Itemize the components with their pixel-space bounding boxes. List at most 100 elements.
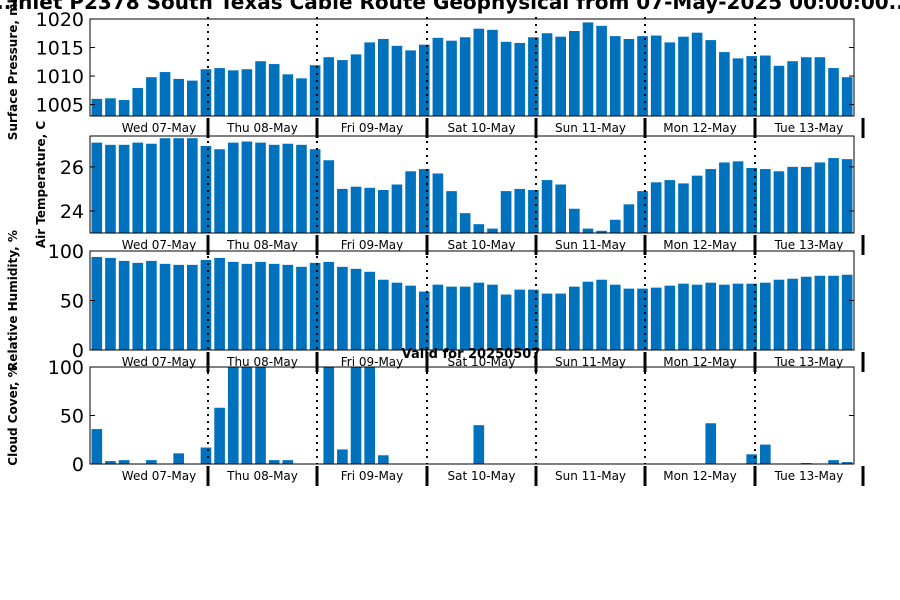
data-bar	[487, 228, 498, 233]
data-bar	[391, 184, 403, 233]
data-bar	[678, 283, 689, 350]
data-bar	[841, 274, 853, 350]
data-bar	[473, 224, 485, 233]
data-bar	[118, 100, 130, 116]
data-bar	[227, 261, 239, 350]
data-bar	[814, 162, 826, 233]
data-bar	[555, 293, 566, 350]
data-bar	[719, 162, 730, 233]
data-bar	[241, 141, 253, 233]
data-bar	[187, 80, 198, 116]
y-tick-label: 50	[60, 291, 84, 313]
day-label: Fri 09-May	[341, 121, 404, 135]
data-bar	[500, 191, 512, 233]
data-bar	[146, 143, 157, 233]
panel-1: 1005 1010 1015 1020 Wed 07-May Thu 08-May Fri …	[6, 0, 865, 140]
data-bar	[227, 367, 239, 464]
day-label: Thu 08-May	[226, 121, 298, 135]
y-tick-label: 0	[72, 340, 84, 362]
data-bar	[732, 283, 744, 350]
data-bar	[841, 159, 853, 233]
data-bar	[473, 28, 485, 117]
data-bar	[418, 291, 430, 350]
y-tick-label: 1010	[36, 66, 84, 88]
data-bar	[623, 288, 635, 350]
data-bar	[241, 367, 253, 464]
data-bar	[227, 142, 239, 233]
day-label: Fri 09-May	[341, 469, 404, 483]
day-label: Tue 13-May	[774, 238, 844, 252]
data-bar	[787, 61, 798, 116]
data-bar	[650, 287, 662, 350]
day-label: Sat 10-May	[448, 238, 516, 252]
data-bar	[705, 169, 717, 233]
data-bar	[159, 263, 171, 350]
data-bar	[323, 367, 335, 464]
day-label: Mon 12-May	[663, 238, 737, 252]
data-bar	[309, 262, 321, 350]
data-bar	[637, 191, 648, 233]
data-bar	[200, 145, 212, 233]
data-bar	[487, 284, 498, 350]
data-bar	[282, 460, 294, 464]
y-tick-label: 1015	[36, 38, 84, 60]
data-bar	[582, 281, 594, 350]
data-bar	[719, 52, 730, 116]
data-bar	[146, 260, 157, 350]
data-bar	[350, 54, 362, 116]
y-tick-label: 50	[60, 406, 84, 428]
data-bar	[432, 284, 444, 350]
data-bar	[146, 460, 157, 464]
y-axis-label: Surface Pressure, mb	[6, 0, 20, 140]
day-label: Fri 09-May	[341, 238, 404, 252]
data-bar	[405, 50, 416, 116]
data-bar	[841, 77, 853, 116]
data-bar	[296, 144, 307, 233]
y-axis-label: Air Temperature, C	[34, 121, 48, 249]
y-tick-label: 0	[72, 454, 84, 476]
data-bar	[255, 367, 266, 464]
day-label: Sun 11-May	[555, 469, 626, 483]
data-bar	[255, 142, 266, 233]
data-bar	[500, 41, 512, 116]
day-label: Wed 07-May	[122, 355, 196, 369]
y-tick-label: 100	[48, 357, 84, 379]
data-bar	[337, 188, 348, 233]
data-bar	[91, 98, 103, 116]
data-bar	[828, 275, 839, 350]
data-bar	[760, 444, 771, 464]
data-bar	[828, 158, 839, 233]
data-bar	[91, 142, 103, 233]
day-label: Mon 12-May	[663, 121, 737, 135]
day-label: Wed 07-May	[122, 469, 196, 483]
data-bar	[678, 36, 689, 116]
data-bar	[268, 64, 280, 116]
data-bar	[282, 264, 294, 350]
data-bar	[200, 69, 212, 116]
y-axis-label: Relative Humidity, %	[6, 230, 20, 371]
data-bar	[746, 167, 757, 233]
data-bar	[241, 69, 253, 116]
data-bar	[514, 42, 526, 116]
day-label: Sat 10-May	[448, 121, 516, 135]
data-bar	[528, 289, 539, 350]
data-bar	[91, 256, 103, 350]
data-bar	[719, 284, 730, 350]
day-label: Thu 08-May	[226, 469, 298, 483]
data-bar	[555, 184, 566, 233]
data-bar	[800, 276, 812, 350]
data-bar	[800, 166, 812, 233]
data-bar	[528, 190, 539, 233]
data-bar	[268, 144, 280, 233]
data-bar	[214, 407, 225, 464]
data-bar	[828, 460, 839, 464]
day-label: Fri 09-May	[341, 355, 404, 369]
data-bar	[132, 88, 144, 116]
data-bar	[637, 288, 648, 350]
data-bar	[582, 22, 594, 117]
y-tick-label: 26	[60, 157, 84, 179]
data-bar	[214, 257, 225, 350]
data-bar	[787, 166, 798, 233]
data-bar	[678, 183, 689, 233]
